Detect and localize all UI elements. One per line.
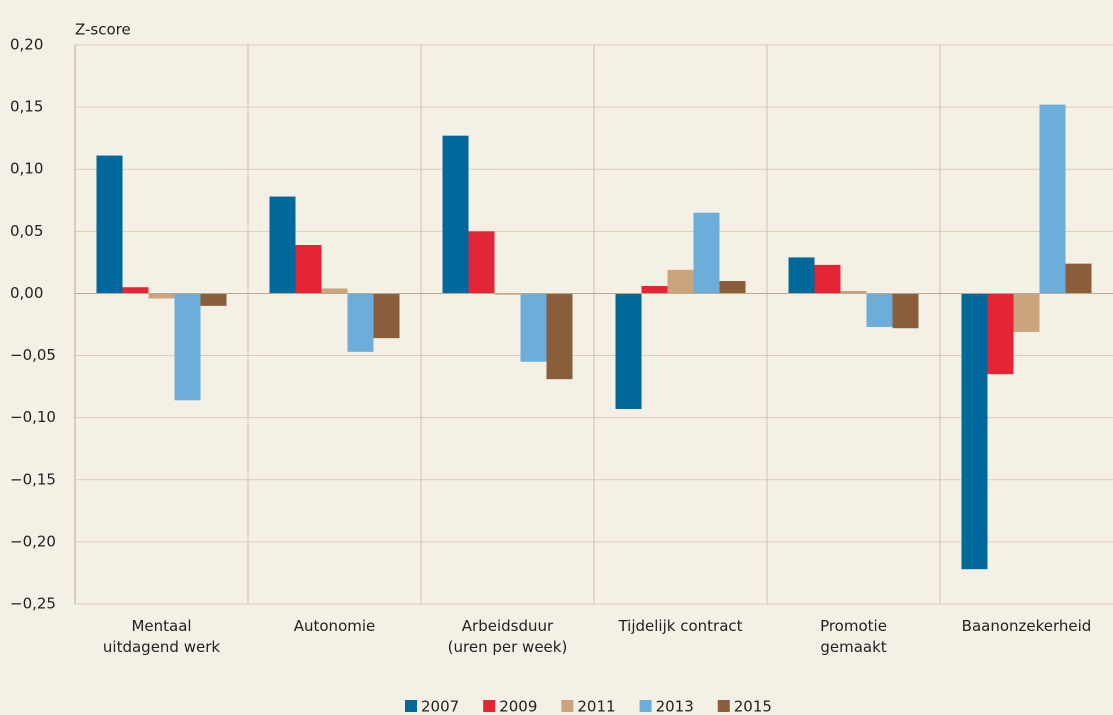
bar (892, 293, 919, 329)
bar (1065, 263, 1092, 294)
bar (719, 281, 746, 294)
bar (494, 293, 521, 295)
bar (667, 269, 694, 294)
bar (295, 244, 322, 294)
x-tick-label: Arbeidsduur (uren per week) (447, 617, 568, 656)
bar (788, 257, 815, 294)
y-tick-label: −0,20 (10, 532, 56, 550)
x-tick-label: Tijdelijk contract (618, 617, 743, 635)
bar (840, 290, 867, 294)
bar (321, 288, 348, 294)
bar (693, 212, 720, 294)
y-tick-label: −0,25 (10, 595, 56, 613)
bar (615, 293, 642, 409)
bar (866, 293, 893, 327)
bar (269, 196, 296, 294)
legend-label: 2015 (734, 698, 772, 715)
bar (546, 293, 573, 380)
y-tick-label: −0,05 (10, 346, 56, 364)
x-tick-label: Promotie gemaakt (820, 617, 887, 656)
bar (373, 293, 400, 339)
legend-label: 2013 (656, 698, 694, 715)
y-tick-label: −0,10 (10, 408, 56, 426)
x-tick-label: Mentaal uitdagend werk (102, 617, 221, 656)
y-tick-label: 0,15 (10, 98, 43, 116)
bar (122, 287, 149, 294)
legend-swatch (483, 700, 496, 712)
y-tick-label: 0,10 (10, 160, 43, 178)
bar (987, 293, 1014, 375)
y-tick-label: 0,00 (10, 284, 43, 302)
y-tick-label: −0,15 (10, 470, 56, 488)
legend-swatch (717, 700, 730, 712)
legend-label: 2009 (499, 698, 537, 715)
bar (520, 293, 547, 362)
legend-label: 2007 (421, 698, 459, 715)
bar (148, 293, 175, 299)
bar (96, 155, 123, 294)
legend-swatch (405, 700, 417, 712)
y-axis-label: Z-score (75, 21, 131, 39)
x-tick-label: Baanonzekerheid (961, 617, 1092, 635)
bar (641, 285, 668, 294)
legend-swatch (561, 700, 574, 712)
bar (200, 293, 227, 306)
bar (468, 231, 495, 294)
bar (961, 293, 988, 570)
legend-swatch (639, 700, 652, 712)
legend-label: 2011 (577, 698, 615, 715)
bar (174, 293, 201, 401)
y-tick-label: 0,20 (10, 36, 43, 54)
bar (442, 135, 469, 294)
bar (1013, 293, 1040, 332)
bar (814, 264, 841, 294)
y-tick-label: 0,05 (10, 222, 43, 240)
x-tick-label: Autonomie (293, 617, 376, 635)
bar (1039, 104, 1066, 294)
bar (347, 293, 374, 352)
